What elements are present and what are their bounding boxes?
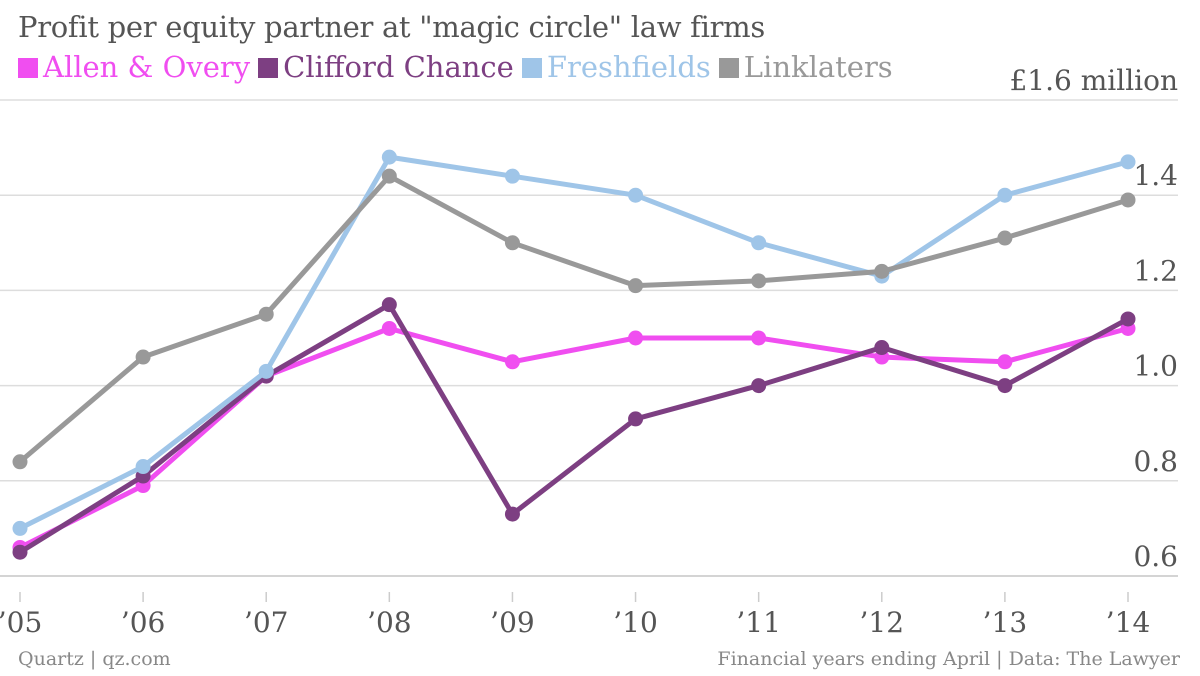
- data-point: [628, 187, 644, 203]
- data-point: [135, 349, 151, 365]
- data-source-note: Financial years ending April | Data: The…: [717, 648, 1180, 670]
- data-point: [874, 340, 890, 356]
- y-tick-label: 1.2: [1133, 254, 1178, 287]
- x-tick-label: ’09: [490, 606, 535, 639]
- data-point: [504, 354, 520, 370]
- data-point: [258, 306, 274, 322]
- data-point: [997, 187, 1013, 203]
- data-point: [504, 168, 520, 184]
- legend-label: Freshfields: [546, 50, 711, 84]
- data-point: [628, 411, 644, 427]
- legend-item-0: Allen & Overy: [18, 50, 250, 84]
- data-point: [997, 354, 1013, 370]
- data-point: [12, 544, 28, 560]
- series-line-3: [17, 173, 1131, 465]
- x-tick-label: ’10: [613, 606, 658, 639]
- data-point: [504, 506, 520, 522]
- y-tick-label: 0.8: [1133, 445, 1178, 478]
- legend-swatch: [521, 58, 542, 78]
- x-tick-label: ’13: [983, 606, 1028, 639]
- data-point: [1120, 154, 1136, 170]
- series-line-1: [17, 302, 1131, 555]
- x-tick-label: ’06: [121, 606, 166, 639]
- data-point: [381, 168, 397, 184]
- data-point: [997, 230, 1013, 246]
- data-point: [1120, 311, 1136, 327]
- data-point: [628, 330, 644, 346]
- data-point: [751, 330, 767, 346]
- legend-label: Allen & Overy: [43, 50, 251, 84]
- legend-item-1: Clifford Chance: [258, 50, 514, 84]
- data-point: [504, 235, 520, 251]
- legend: Allen & Overy Clifford Chance Freshfields L…: [18, 50, 901, 84]
- y-tick-label: 0.6: [1133, 540, 1178, 573]
- x-tick-label: ’08: [367, 606, 412, 639]
- x-tick-label: ’05: [0, 606, 42, 639]
- data-point: [12, 520, 28, 536]
- legend-swatch: [18, 58, 38, 78]
- y-tick-label: £1.6 million: [1009, 64, 1178, 97]
- legend-item-2: Freshfields: [521, 50, 711, 84]
- x-tick-label: ’11: [736, 606, 781, 639]
- data-point: [751, 235, 767, 251]
- data-point: [135, 459, 151, 475]
- data-point: [628, 278, 644, 294]
- source-credit: Quartz | qz.com: [18, 648, 171, 670]
- x-tick-label: ’07: [244, 606, 289, 639]
- data-point: [751, 378, 767, 394]
- data-point: [1120, 192, 1136, 208]
- legend-swatch: [718, 58, 739, 78]
- x-tick-label: ’14: [1106, 606, 1151, 639]
- legend-label: Clifford Chance: [283, 50, 514, 84]
- data-point: [751, 273, 767, 289]
- data-point: [381, 149, 397, 165]
- legend-label: Linklaters: [743, 50, 893, 84]
- y-tick-label: 1.4: [1133, 159, 1178, 192]
- legend-swatch: [258, 58, 279, 78]
- data-point: [381, 297, 397, 313]
- series-line-0: [17, 325, 1131, 550]
- data-point: [12, 454, 28, 470]
- data-point: [997, 378, 1013, 394]
- series-line-2: [17, 154, 1131, 531]
- x-tick-label: ’12: [860, 606, 905, 639]
- y-tick-label: 1.0: [1133, 350, 1178, 383]
- data-point: [381, 320, 397, 336]
- chart-title: Profit per equity partner at "magic circ…: [18, 10, 765, 44]
- data-point: [874, 263, 890, 279]
- data-point: [258, 363, 274, 379]
- legend-item-3: Linklaters: [718, 50, 893, 84]
